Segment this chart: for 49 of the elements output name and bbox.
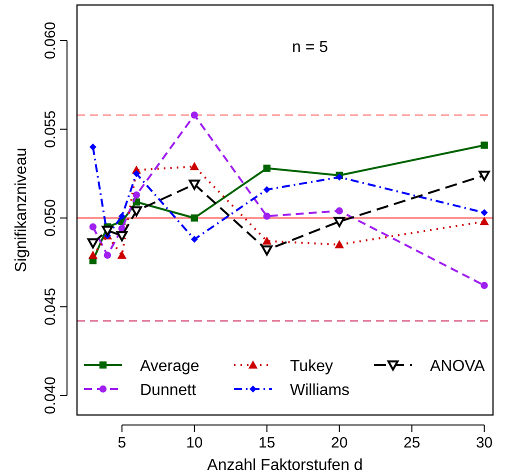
point — [336, 207, 343, 214]
point — [190, 162, 200, 170]
x-tick-label: 10 — [186, 434, 203, 452]
point — [132, 170, 140, 178]
point — [262, 236, 272, 245]
point — [478, 170, 490, 181]
x-tick-label: 20 — [331, 434, 348, 452]
x-tick-label: 30 — [476, 434, 493, 452]
point — [130, 206, 142, 216]
y-tick-label: 0.060 — [42, 22, 59, 60]
x-tick-label: 5 — [118, 434, 126, 452]
legend-label: Tukey — [290, 358, 333, 375]
point — [118, 212, 126, 220]
point — [102, 226, 114, 236]
legend-label: Dunnett — [140, 382, 197, 399]
point — [117, 250, 127, 259]
point — [263, 164, 270, 172]
point — [88, 250, 98, 259]
y-axis-title: Signifikanzniveau — [13, 148, 30, 272]
point — [263, 212, 270, 220]
point — [480, 209, 488, 216]
point — [87, 238, 99, 248]
point — [89, 143, 96, 150]
point — [190, 236, 198, 243]
point — [263, 186, 270, 194]
x-tick-label: 15 — [258, 434, 276, 452]
x-tick-label: 25 — [403, 434, 420, 452]
point — [480, 282, 488, 290]
legend-label: Average — [140, 358, 200, 375]
legend-label: Williams — [290, 382, 350, 399]
annotation: n = 5 — [292, 39, 328, 56]
point — [132, 191, 140, 199]
point — [334, 240, 344, 248]
point — [188, 180, 200, 190]
y-tick-label: 0.055 — [42, 110, 59, 148]
x-axis-title: Anzahl Faktorstufen d — [207, 457, 363, 474]
y-tick-label: 0.045 — [42, 288, 59, 326]
point — [190, 111, 198, 119]
legend-label: ANOVA — [430, 358, 486, 375]
point — [89, 223, 97, 230]
point — [190, 214, 198, 222]
y-tick-label: 0.040 — [42, 376, 59, 414]
y-tick-label: 0.050 — [42, 199, 59, 237]
point — [261, 245, 272, 256]
point — [116, 231, 128, 242]
point — [334, 216, 345, 228]
point — [104, 252, 112, 259]
point — [480, 142, 488, 149]
point — [480, 216, 489, 226]
